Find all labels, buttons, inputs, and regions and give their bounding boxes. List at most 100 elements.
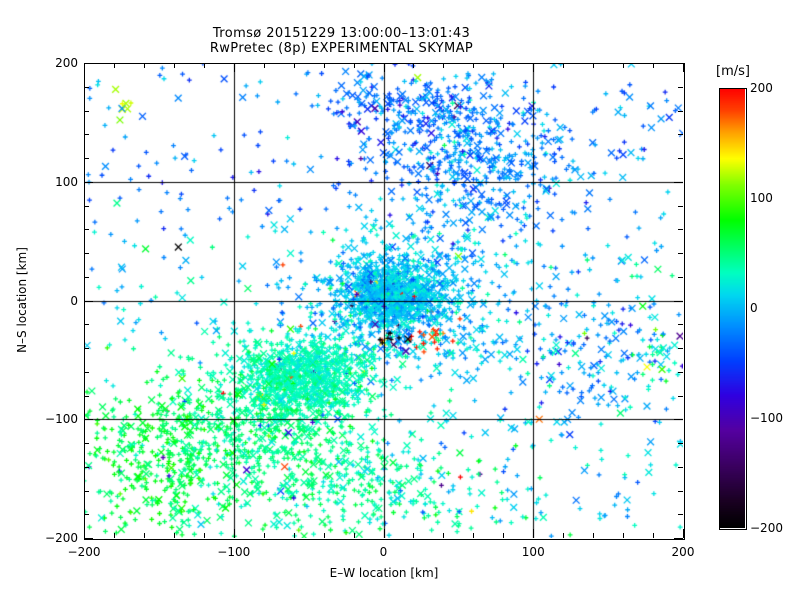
axis-tick bbox=[84, 87, 89, 88]
axis-tick bbox=[84, 134, 89, 135]
y-tick-label: −200 bbox=[45, 531, 78, 545]
axis-tick bbox=[653, 63, 654, 68]
axis-tick bbox=[678, 396, 683, 397]
axis-tick bbox=[174, 533, 175, 538]
axis-tick bbox=[294, 533, 295, 538]
title-line-1: Tromsø 20151229 13:00:00–13:01:43 bbox=[212, 26, 471, 41]
axis-tick bbox=[324, 533, 325, 538]
axis-tick bbox=[533, 529, 534, 538]
axis-tick bbox=[678, 491, 683, 492]
axis-tick bbox=[593, 533, 594, 538]
axis-tick bbox=[678, 443, 683, 444]
scatter-plot-canvas bbox=[84, 63, 683, 538]
colorbar-tick-label: −100 bbox=[750, 411, 783, 425]
title-line-2: RwPretec (8p) EXPERIMENTAL SKYMAP bbox=[209, 41, 474, 56]
axis-tick bbox=[678, 111, 683, 112]
axis-tick bbox=[678, 467, 683, 468]
colorbar-unit-label: [m/s] bbox=[716, 64, 750, 79]
axis-tick bbox=[623, 533, 624, 538]
axis-tick bbox=[413, 533, 414, 538]
x-tick-label: 200 bbox=[671, 545, 695, 559]
axis-tick bbox=[354, 533, 355, 538]
axis-tick bbox=[653, 533, 654, 538]
axis-tick bbox=[84, 111, 89, 112]
colorbar-gradient bbox=[719, 88, 745, 528]
axis-tick bbox=[84, 372, 89, 373]
axis-tick bbox=[234, 529, 235, 538]
axis-tick bbox=[674, 301, 683, 302]
axis-tick bbox=[84, 491, 89, 492]
y-tick-label: 0 bbox=[70, 293, 78, 308]
axis-tick bbox=[473, 63, 474, 68]
x-tick-label: 100 bbox=[521, 545, 545, 559]
axis-tick bbox=[473, 533, 474, 538]
axis-tick bbox=[674, 63, 683, 64]
axis-tick bbox=[678, 229, 683, 230]
axis-tick bbox=[84, 301, 93, 302]
axis-tick bbox=[84, 63, 85, 72]
axis-tick bbox=[324, 63, 325, 68]
axis-tick bbox=[678, 206, 683, 207]
axis-tick bbox=[84, 467, 89, 468]
axis-tick bbox=[84, 348, 89, 349]
x-axis-title: E–W location [km] bbox=[329, 566, 439, 580]
colorbar-tick-label: 100 bbox=[750, 191, 773, 205]
axis-tick bbox=[84, 158, 89, 159]
axis-tick bbox=[678, 277, 683, 278]
y-axis-title: N–S location [km] bbox=[15, 247, 29, 353]
figure-title: Tromsø 20151229 13:00:00–13:01:43 RwPret… bbox=[0, 26, 683, 56]
axis-tick bbox=[84, 182, 93, 183]
axis-tick bbox=[443, 63, 444, 68]
axis-tick bbox=[503, 63, 504, 68]
axis-tick bbox=[204, 63, 205, 68]
axis-tick bbox=[84, 514, 89, 515]
axis-tick bbox=[204, 533, 205, 538]
axis-tick bbox=[683, 529, 684, 538]
y-tick-label: −100 bbox=[45, 412, 78, 427]
axis-tick bbox=[144, 63, 145, 68]
axis-tick bbox=[84, 443, 89, 444]
axis-tick bbox=[678, 324, 683, 325]
axis-tick bbox=[294, 63, 295, 68]
axis-tick bbox=[84, 277, 89, 278]
x-tick-label: 0 bbox=[379, 545, 388, 559]
axis-tick bbox=[623, 63, 624, 68]
axis-tick bbox=[264, 63, 265, 68]
axis-tick bbox=[84, 324, 89, 325]
axis-tick bbox=[384, 529, 385, 538]
colorbar-tick-label: 200 bbox=[750, 81, 773, 95]
axis-tick bbox=[84, 538, 93, 539]
y-tick-label: 100 bbox=[55, 174, 78, 189]
axis-tick bbox=[563, 533, 564, 538]
axis-tick bbox=[354, 63, 355, 68]
axis-tick bbox=[678, 253, 683, 254]
axis-tick bbox=[443, 533, 444, 538]
axis-tick bbox=[264, 533, 265, 538]
axis-tick bbox=[84, 529, 85, 538]
axis-tick bbox=[678, 348, 683, 349]
axis-tick bbox=[84, 419, 93, 420]
axis-tick bbox=[674, 419, 683, 420]
axis-tick bbox=[593, 63, 594, 68]
axis-tick bbox=[674, 182, 683, 183]
y-tick-label: 200 bbox=[55, 56, 78, 70]
axis-tick bbox=[678, 158, 683, 159]
x-tick-label: −100 bbox=[217, 545, 251, 559]
axis-tick bbox=[413, 63, 414, 68]
axis-tick bbox=[114, 63, 115, 68]
axis-tick bbox=[84, 206, 89, 207]
x-tick-label: −200 bbox=[67, 545, 101, 559]
axis-tick bbox=[84, 253, 89, 254]
axis-tick bbox=[563, 63, 564, 68]
axis-tick bbox=[84, 396, 89, 397]
axis-tick bbox=[533, 63, 534, 72]
axis-tick bbox=[678, 514, 683, 515]
axis-tick bbox=[678, 134, 683, 135]
axis-tick bbox=[144, 533, 145, 538]
axis-tick bbox=[174, 63, 175, 68]
axis-tick bbox=[234, 63, 235, 72]
axis-tick bbox=[384, 63, 385, 72]
axis-tick bbox=[84, 63, 93, 64]
axis-tick bbox=[84, 229, 89, 230]
